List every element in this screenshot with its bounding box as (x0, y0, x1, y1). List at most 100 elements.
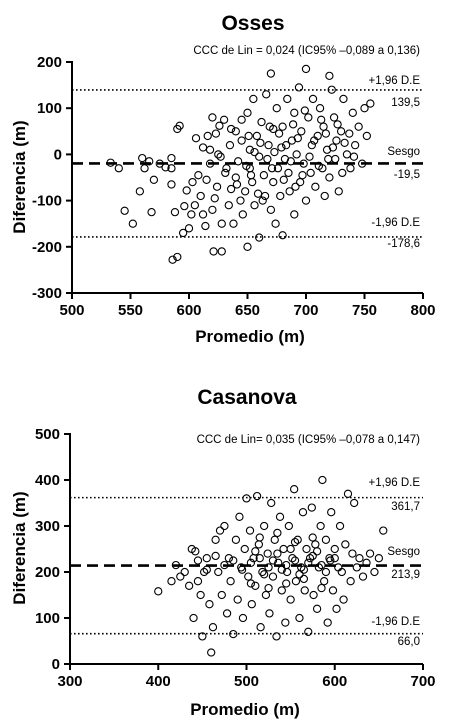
bias-label: Sesgo (387, 146, 420, 158)
data-point (208, 623, 218, 632)
data-point (326, 556, 335, 565)
data-point (290, 537, 300, 547)
ccc-annotation: CCC de Lin= 0,035 (IC95% –0,078 a 0,147) (197, 434, 421, 446)
data-point (265, 609, 274, 618)
data-point (215, 526, 225, 535)
data-point (264, 563, 273, 572)
data-point (346, 577, 355, 586)
data-point (233, 157, 243, 166)
data-point (288, 554, 297, 563)
data-point (345, 129, 354, 138)
data-point (330, 554, 339, 563)
data-point (254, 540, 264, 549)
data-point (308, 551, 317, 561)
data-point (264, 583, 273, 593)
data-point (327, 85, 336, 94)
data-point (211, 551, 220, 561)
data-point (277, 143, 286, 152)
data-point (154, 587, 163, 596)
data-point (219, 115, 229, 124)
data-point (320, 191, 329, 201)
data-point (246, 579, 256, 588)
data-point (190, 201, 199, 210)
data-point (360, 104, 369, 113)
data-point (253, 189, 263, 198)
data-point (205, 159, 215, 168)
x-axis-title: Promedio (m) (195, 327, 305, 346)
data-point (358, 159, 367, 168)
data-point (244, 572, 253, 581)
data-point (272, 104, 281, 113)
data-point (202, 565, 211, 574)
data-point (256, 138, 265, 147)
data-point (266, 205, 276, 214)
data-point (312, 604, 322, 613)
data-point (255, 533, 264, 542)
data-point (241, 187, 250, 196)
data-point (188, 177, 197, 187)
data-point (222, 609, 232, 618)
data-point (305, 554, 315, 563)
data-point (238, 613, 248, 623)
data-point (256, 623, 265, 632)
data-point (277, 586, 286, 595)
data-point (319, 122, 328, 131)
data-point (252, 131, 262, 141)
data-point (325, 71, 334, 81)
lower-loa-value: -178,6 (387, 238, 420, 250)
data-point (332, 604, 341, 613)
data-point (216, 152, 225, 161)
data-point (273, 549, 282, 558)
data-point (340, 138, 349, 147)
bias-value: 213,9 (391, 569, 420, 581)
y-tick-label: 0 (52, 656, 60, 673)
data-point (226, 124, 236, 134)
lower-loa-label: -1,96 D.E (371, 217, 420, 229)
data-point (207, 648, 216, 657)
data-point (140, 164, 149, 173)
data-point (327, 508, 336, 517)
data-point (255, 152, 264, 161)
data-point (226, 184, 236, 194)
data-point (210, 194, 219, 203)
data-point (222, 164, 231, 173)
data-point (233, 595, 242, 604)
data-point (145, 157, 154, 166)
data-point (267, 164, 277, 173)
data-point (290, 210, 299, 219)
data-point (178, 228, 188, 238)
data-point (240, 544, 249, 554)
data-point (237, 565, 247, 574)
data-point (214, 150, 223, 159)
data-point (297, 127, 306, 136)
data-point (362, 131, 371, 141)
y-tick-label: 300 (35, 518, 60, 535)
data-point (235, 512, 244, 521)
data-point (299, 565, 309, 574)
data-point (173, 252, 182, 262)
data-point (250, 147, 259, 157)
data-point (293, 535, 302, 544)
y-tick-label: -300 (32, 285, 62, 302)
data-point (308, 533, 317, 542)
data-point (243, 108, 252, 117)
data-point (370, 567, 379, 577)
plot-area: -300 -200 -100 0 100 200 500 550 600 650 700 750 800 (32, 54, 436, 319)
data-point (320, 577, 329, 586)
data-point (258, 567, 267, 577)
data-point (287, 136, 297, 145)
data-point (259, 171, 269, 180)
data-point (286, 544, 295, 554)
data-point (280, 154, 290, 164)
data-point (365, 549, 375, 558)
data-point (321, 129, 331, 138)
data-point (304, 113, 313, 122)
data-point (316, 521, 325, 531)
data-point (242, 494, 251, 503)
data-point (263, 549, 272, 558)
x-tick-label: 500 (234, 673, 259, 690)
data-point (203, 131, 212, 141)
data-point (268, 572, 278, 581)
y-tick-label: 100 (35, 610, 60, 627)
data-point (229, 629, 238, 639)
